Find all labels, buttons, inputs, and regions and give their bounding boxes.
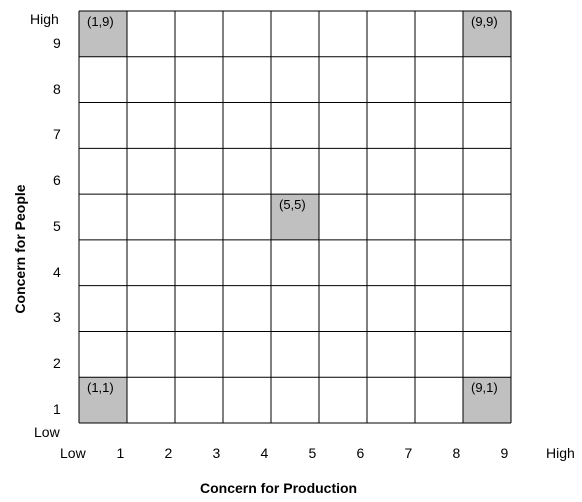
x-tick-label: 5: [308, 445, 317, 461]
managerial-grid: [78, 10, 512, 424]
y-axis-low-label: Low: [34, 424, 60, 440]
y-tick-label: 2: [53, 355, 61, 372]
cell-label: (1,9): [87, 14, 114, 29]
y-axis-high-label: High: [30, 11, 59, 27]
x-axis-low-label: Low: [60, 445, 86, 461]
x-axis-high-label: High: [546, 445, 575, 461]
x-tick-label: 9: [500, 445, 509, 461]
cell-label: (9,1): [471, 380, 498, 396]
y-axis-title: Concern for People: [12, 184, 28, 314]
y-tick-label: 9: [53, 34, 61, 51]
x-tick-label: 8: [452, 445, 461, 461]
x-tick-label: 1: [116, 445, 125, 461]
highlighted-cell: [79, 11, 127, 57]
x-tick-label: 4: [260, 445, 269, 461]
highlighted-cell: [463, 11, 511, 57]
cell-label: (1,1): [87, 380, 114, 396]
x-tick-label: 7: [404, 445, 413, 461]
y-tick-label: 8: [53, 80, 61, 97]
cell-label: (9,9): [471, 14, 498, 29]
y-tick-label: 1: [53, 401, 61, 418]
y-tick-label: 5: [53, 217, 61, 234]
x-axis-title: Concern for Production: [200, 480, 358, 496]
x-tick-label: 2: [164, 445, 173, 461]
x-tick-label: 3: [212, 445, 221, 461]
highlighted-cell: [79, 377, 127, 423]
cell-label: (5,5): [279, 197, 306, 213]
y-tick-label: 7: [53, 126, 61, 143]
y-tick-label: 6: [53, 172, 61, 189]
highlighted-cell: [271, 194, 319, 240]
x-tick-label: 6: [356, 445, 365, 461]
grid-svg: [78, 10, 512, 424]
highlighted-cell: [463, 377, 511, 423]
y-tick-label: 4: [53, 263, 61, 280]
y-tick-label: 3: [53, 309, 61, 326]
